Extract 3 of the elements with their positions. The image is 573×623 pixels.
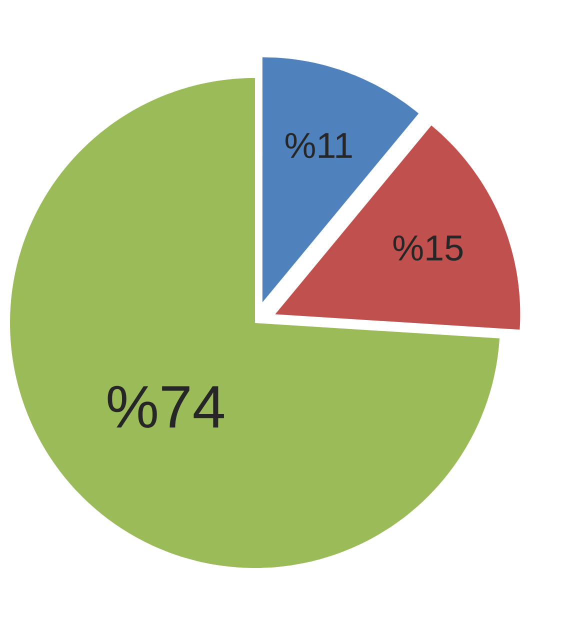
data-label: %15	[393, 235, 463, 261]
data-label: %11	[285, 132, 352, 158]
data-label: %74	[108, 386, 224, 428]
